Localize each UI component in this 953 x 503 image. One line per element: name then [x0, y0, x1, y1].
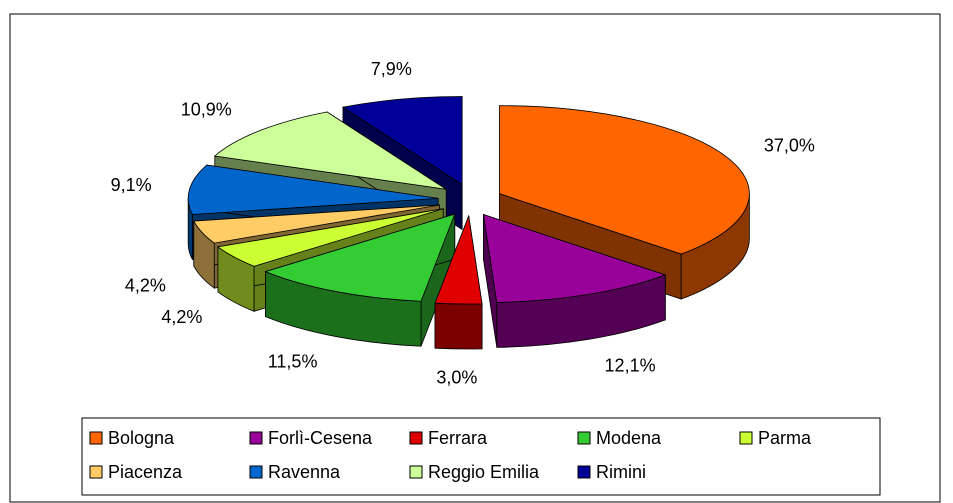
slice-top	[213, 111, 447, 190]
legend: Bologna Forlì-Cesena Ferrara Modena Parma Pia…	[89, 428, 812, 482]
data-label: 37,0%	[764, 136, 815, 156]
legend-label: Modena	[596, 428, 662, 448]
legend-swatch	[89, 431, 103, 445]
slice	[434, 214, 483, 350]
data-label: 12,1%	[605, 355, 656, 375]
legend-swatch	[409, 431, 423, 445]
legend-swatch	[409, 465, 423, 479]
legend-swatch	[249, 465, 263, 479]
legend-swatch	[249, 431, 263, 445]
slice-top	[498, 105, 750, 255]
legend-swatch	[577, 465, 591, 479]
legend-label: Forlì-Cesena	[268, 428, 373, 448]
legend-swatch	[739, 431, 753, 445]
data-label: 9,1%	[111, 175, 152, 195]
data-label: 3,0%	[436, 368, 477, 388]
legend-label: Bologna	[108, 428, 175, 448]
data-label: 4,2%	[161, 307, 202, 327]
slice-top	[341, 96, 463, 186]
legend-label: Ferrara	[428, 428, 488, 448]
slice-top	[216, 208, 444, 267]
legend-label: Reggio Emilia	[428, 462, 540, 482]
slice-top	[434, 214, 483, 305]
slice-top	[193, 204, 440, 244]
slice-top	[264, 213, 456, 302]
slice-top	[187, 164, 439, 215]
slice-top	[482, 213, 667, 303]
pie	[187, 96, 750, 350]
data-label: 10,9%	[181, 99, 232, 119]
slice	[482, 213, 667, 348]
legend-label: Rimini	[596, 462, 646, 482]
data-label: 11,5%	[268, 352, 318, 372]
legend-label: Ravenna	[268, 462, 341, 482]
legend-swatch	[577, 431, 591, 445]
legend-box	[81, 417, 881, 496]
legend-swatch	[89, 465, 103, 479]
labels: 37,0% 12,1% 3,0% 11,5% 4,2% 4,2% 9,1% 10,9% 7,9%	[111, 59, 815, 388]
slice-wall	[434, 302, 483, 350]
legend-label: Parma	[758, 428, 812, 448]
legend-label: Piacenza	[108, 462, 183, 482]
slice	[264, 213, 456, 347]
data-label: 7,9%	[371, 59, 412, 79]
data-label: 4,2%	[125, 275, 166, 295]
